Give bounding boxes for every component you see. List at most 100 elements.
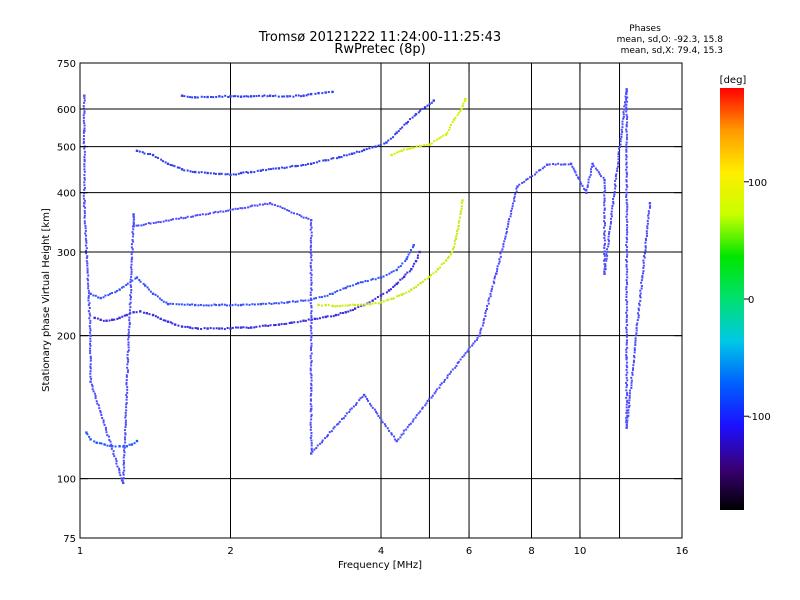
data-trace-dot [399,127,402,130]
data-trace-dot [279,205,282,208]
data-trace-dot [130,285,133,288]
data-trace-dot [385,291,388,294]
data-trace-dot [205,304,208,307]
data-trace-dot [646,227,649,230]
data-point [309,387,313,390]
data-point [324,315,327,319]
data-point [229,95,232,98]
data-trace-dot [310,360,313,363]
data-trace-dot [586,184,589,187]
data-trace-dot [397,281,400,284]
data-point [85,431,88,434]
data-trace-dot [607,242,610,245]
data-trace-dot [176,166,179,169]
data-trace-dot [87,287,90,290]
data-point [395,282,398,286]
data-trace-dot [600,175,603,178]
data-trace-dot [310,405,313,408]
data-trace-dot [515,190,518,193]
data-trace-dot [603,194,606,197]
data-trace-dot [626,270,629,273]
data-trace-dot [88,306,91,309]
data-trace-dot [603,204,606,207]
data-trace-dot [309,349,312,352]
data-trace-dot [625,368,628,371]
data-trace-dot [640,279,643,282]
data-trace-dot [86,255,89,258]
data-trace-dot [237,326,240,329]
data-trace-dot [124,421,127,424]
data-trace-dot [309,403,312,406]
data-trace-dot [585,188,588,191]
data-trace-dot [89,319,92,322]
data-trace-dot [426,104,429,107]
data-trace-dot [88,312,91,315]
data-trace-dot [200,327,203,330]
data-trace-dot [156,156,159,159]
data-trace-dot [385,273,388,276]
data-point [412,244,415,247]
data-point [99,296,102,300]
data-trace-dot [310,276,313,279]
data-trace-dot [393,284,396,287]
data-point [290,321,293,324]
data-trace-dot [611,204,614,207]
data-trace-dot [382,292,385,295]
data-trace-dot [359,397,362,400]
data-trace-dot [89,342,92,345]
data-trace-dot [310,288,313,291]
data-point [334,313,338,317]
data-trace-dot [625,244,628,247]
data-point [309,408,313,411]
data-trace-dot [605,253,608,256]
data-trace-dot [510,209,513,212]
data-trace-dot [457,221,460,224]
data-trace-dot [191,327,194,330]
data-trace-dot [110,447,113,450]
data-trace-dot [310,392,313,395]
data-trace-dot [85,247,88,250]
data-trace-dot [625,179,628,182]
data-trace-dot [310,259,313,262]
data-point [89,380,92,383]
data-trace-dot [147,288,150,291]
data-point [89,334,92,337]
data-trace-dot [635,332,638,335]
data-point [331,90,334,94]
data-trace-dot [85,234,88,237]
data-trace-dot [309,357,312,360]
data-point [111,318,114,321]
data-point [159,317,162,321]
data-trace-dot [175,303,178,306]
data-trace-dot [626,421,629,424]
data-trace-dot [408,251,411,254]
data-trace-dot [464,352,467,355]
data-trace-dot [123,429,126,432]
data-trace-dot [620,135,623,138]
data-trace-dot [234,207,237,210]
data-trace-dot [424,278,427,281]
data-point [648,202,652,205]
data-trace-dot [466,350,469,353]
data-trace-dot [309,428,312,431]
data-trace-dot [366,280,369,283]
data-trace-dot [632,364,635,367]
data-trace-dot [467,348,470,351]
data-trace-dot [203,327,206,330]
data-trace-dot [625,376,628,379]
data-trace-dot [373,408,376,411]
data-trace-dot [85,239,88,242]
data-trace-dot [310,327,313,330]
data-trace-dot [86,277,89,280]
data-trace-dot [635,327,638,330]
data-trace-dot [404,260,407,263]
data-trace-dot [596,169,599,172]
data-trace-dot [164,161,167,164]
data-trace-dot [457,228,460,231]
data-trace-dot [625,193,628,196]
data-trace-dot [417,111,420,114]
data-trace-dot [451,368,454,371]
data-trace-dot [497,262,500,265]
data-trace-dot [625,146,628,149]
data-series [135,99,435,177]
